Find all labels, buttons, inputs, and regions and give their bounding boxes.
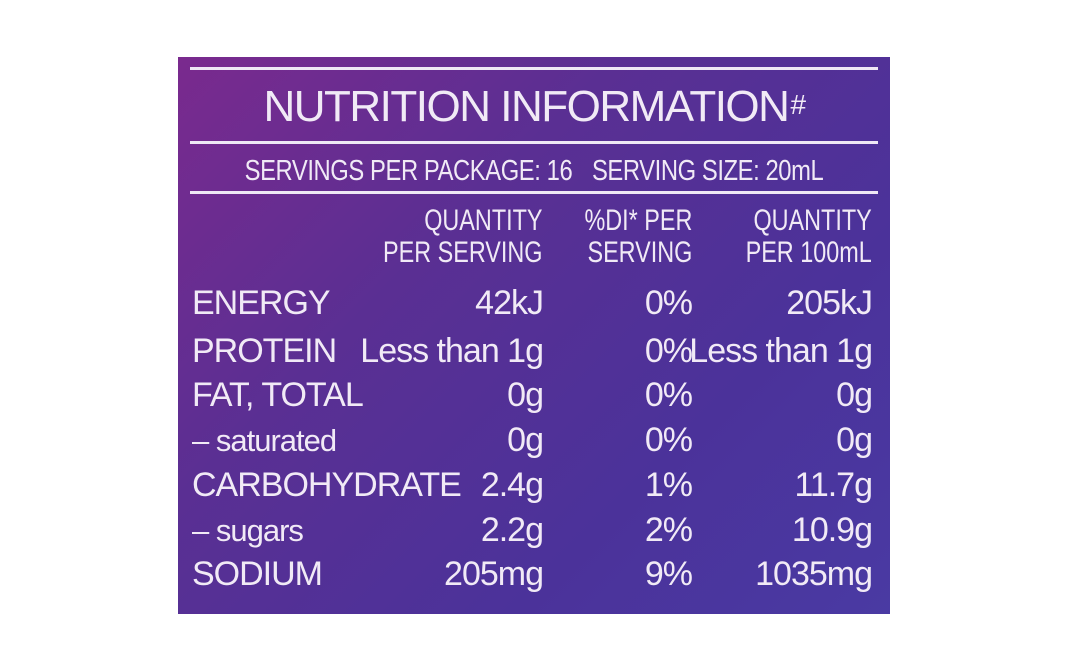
column-header-line2: PER 100mL [745, 236, 872, 269]
servings-per-package: SERVINGS PER PACKAGE: 16 [244, 155, 573, 187]
column-header-di: %DI* PER SERVING [584, 205, 692, 269]
nutrient-name: PROTEIN [192, 332, 337, 370]
column-header-per-100ml: QUANTITY PER 100mL [746, 205, 872, 269]
column-header-line2: PER SERVING [383, 236, 543, 269]
title-rule [190, 141, 878, 144]
nutrient-name: – sugars [192, 513, 304, 548]
per-serving-value: 205mg [444, 555, 544, 593]
column-header-line1: QUANTITY [753, 204, 872, 237]
column-header-line2: SERVING [587, 236, 692, 269]
table-row: – sugars 2.2g 2% 10.9g [178, 508, 890, 553]
per-100ml-value: 1035mg [755, 555, 873, 593]
serving-size: SERVING SIZE: 20mL [591, 155, 824, 187]
top-rule [190, 67, 878, 70]
nutrient-name: CARBOHYDRATE [192, 466, 462, 504]
table-row: – saturated 0g 0% 0g [178, 418, 890, 463]
panel-title: NUTRITION INFORMATION# [178, 81, 890, 133]
per-serving-value: 2.2g [480, 511, 544, 549]
di-value: 0% [644, 376, 693, 414]
per-serving-value: Less than 1g [360, 332, 544, 370]
per-serving-value: 0g [507, 376, 544, 414]
per-100ml-value: 10.9g [791, 511, 873, 549]
di-value: 1% [644, 466, 693, 504]
table-row: SODIUM 205mg 9% 1035mg [178, 552, 890, 597]
per-100ml-value: 205kJ [786, 284, 873, 322]
table-row: ENERGY 42kJ 0% 205kJ [178, 281, 890, 326]
nutrient-name: – saturated [192, 423, 337, 458]
di-value: 2% [644, 511, 693, 549]
title-text: NUTRITION INFORMATION [263, 82, 789, 131]
servings-line: SERVINGS PER PACKAGE: 16 SERVING SIZE: 20… [242, 153, 826, 189]
per-100ml-value: 0g [836, 376, 873, 414]
nutrient-name: FAT, TOTAL [192, 376, 364, 414]
per-serving-value: 0g [507, 421, 544, 459]
di-value: 9% [644, 555, 693, 593]
nutrient-name: ENERGY [192, 284, 331, 322]
di-value: 0% [644, 284, 693, 322]
per-100ml-value: Less than 1g [689, 332, 873, 370]
nutrition-panel: NUTRITION INFORMATION# SERVINGS PER PACK… [178, 57, 890, 614]
di-value: 0% [644, 421, 693, 459]
per-serving-value: 2.4g [480, 466, 544, 504]
nutrient-name: SODIUM [192, 555, 323, 593]
table-row: PROTEIN Less than 1g 0% Less than 1g [178, 329, 890, 374]
column-header-line1: QUANTITY [424, 204, 543, 237]
per-100ml-value: 0g [836, 421, 873, 459]
per-serving-value: 42kJ [475, 284, 544, 322]
title-mark: # [790, 89, 806, 120]
column-header-line1: %DI* PER [584, 204, 692, 237]
di-value: 0% [644, 332, 693, 370]
table-row: CARBOHYDRATE 2.4g 1% 11.7g [178, 463, 890, 508]
column-header-per-serving: QUANTITY PER SERVING [383, 205, 543, 269]
servings-rule [190, 191, 878, 194]
per-100ml-value: 11.7g [794, 466, 873, 504]
table-row: FAT, TOTAL 0g 0% 0g [178, 373, 890, 418]
